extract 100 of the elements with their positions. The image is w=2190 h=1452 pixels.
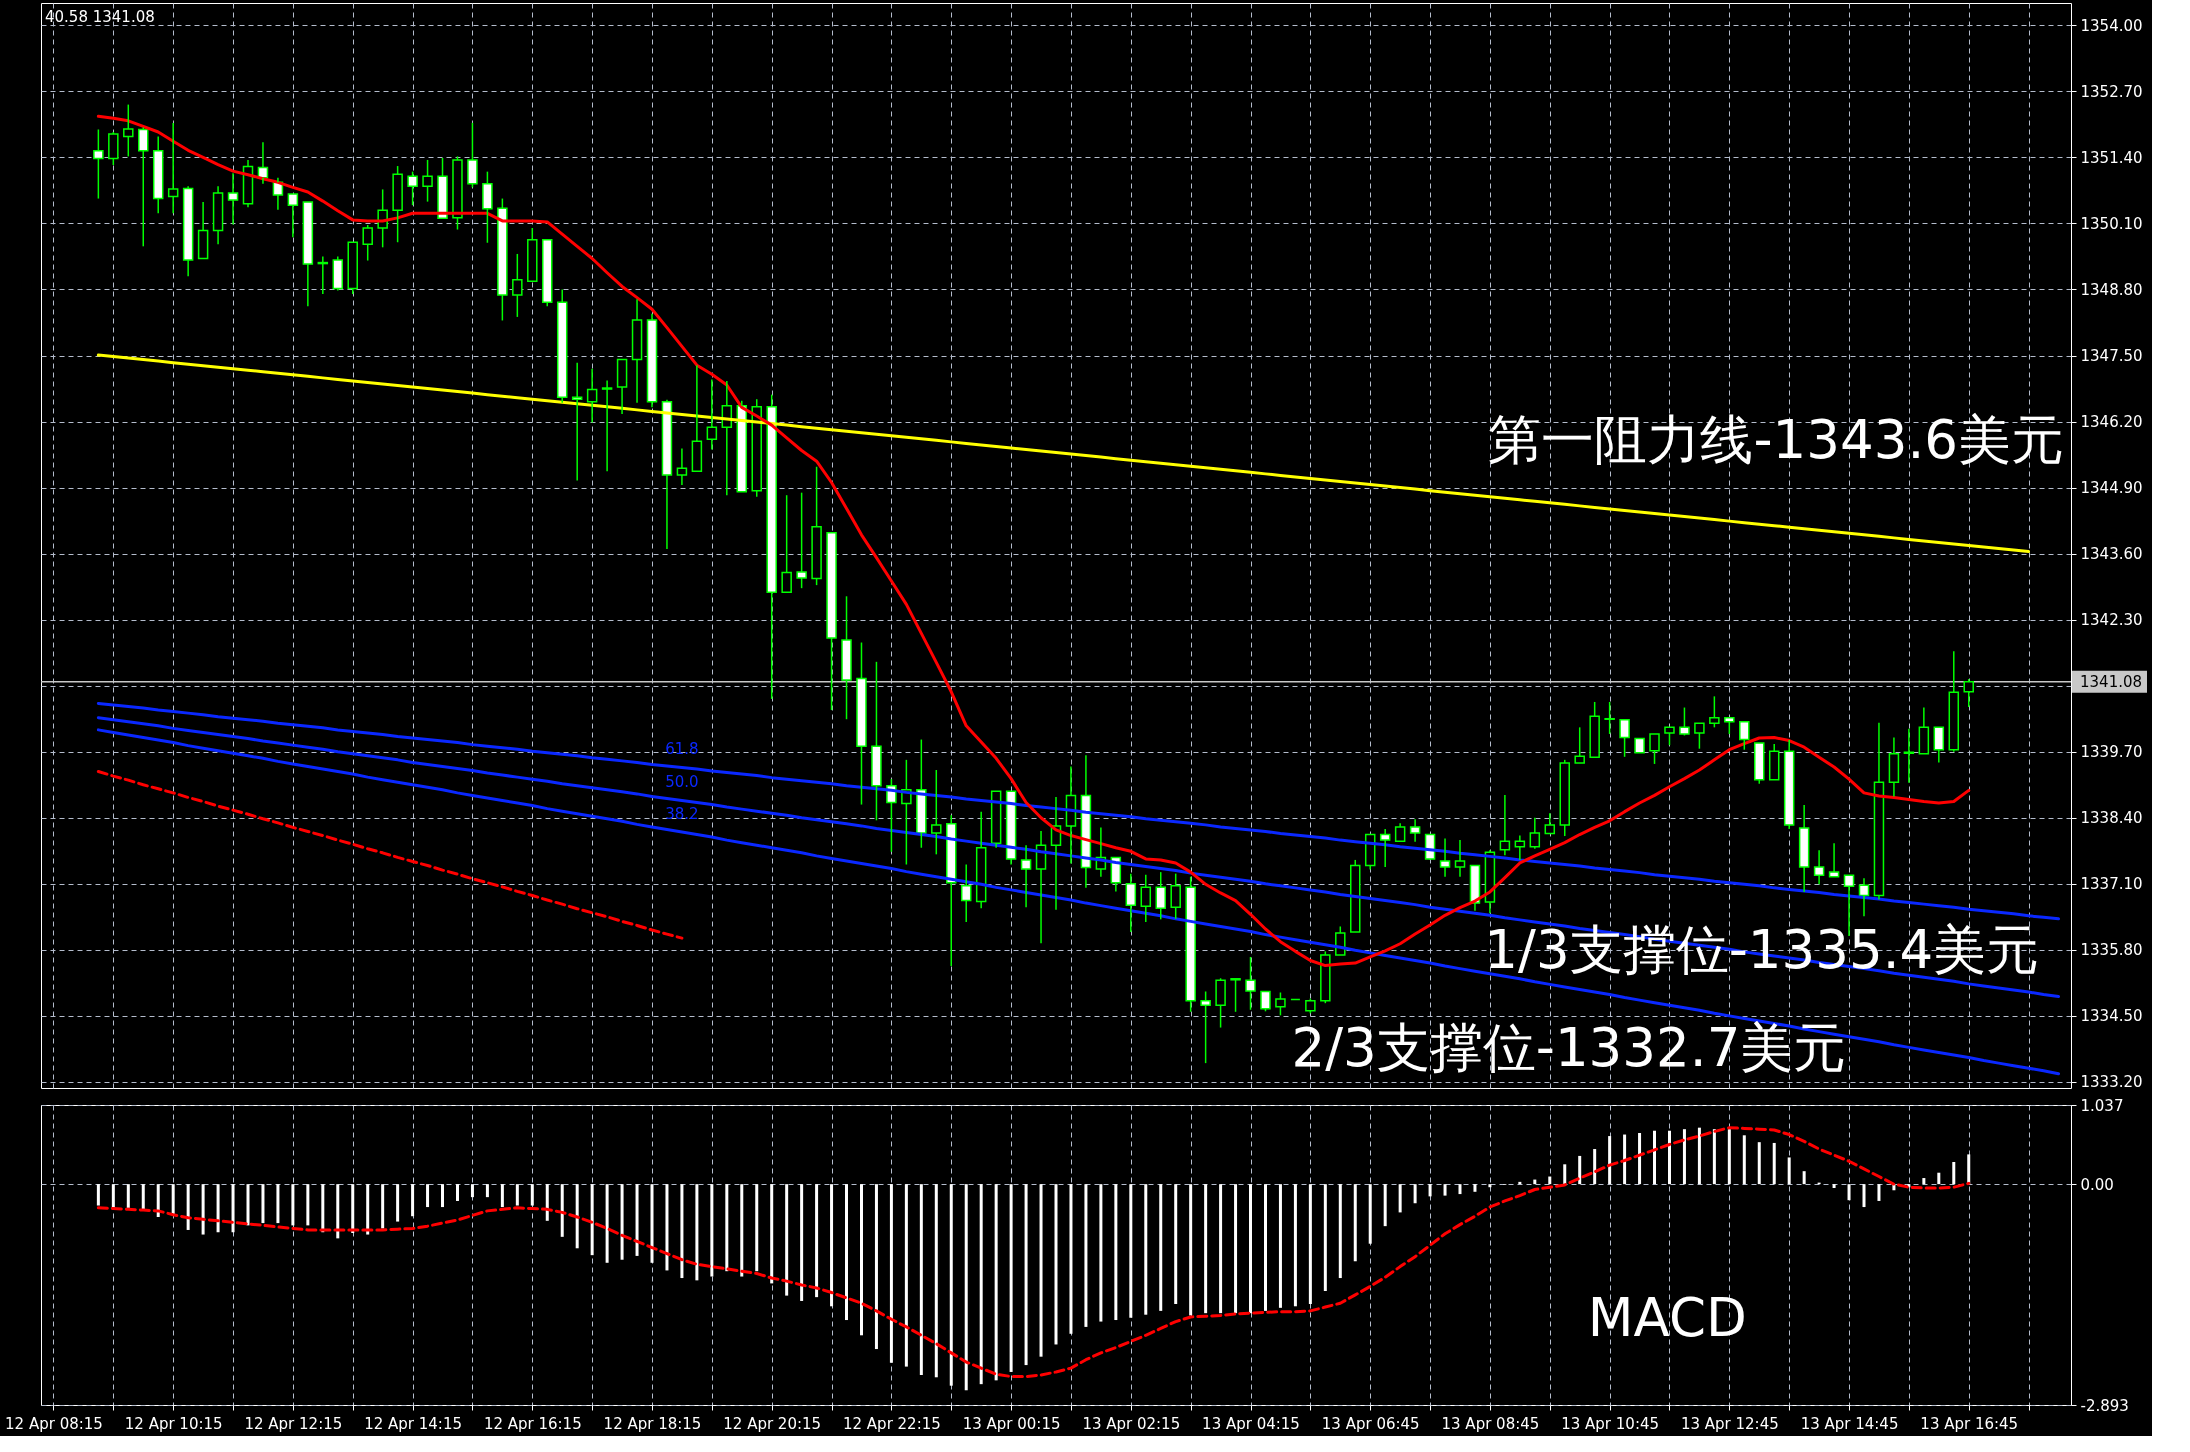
- bar: [650, 1184, 654, 1263]
- bar: [396, 1184, 400, 1222]
- bar: [845, 1184, 849, 1321]
- bar: [1039, 1184, 1043, 1357]
- x-tick-label: 12 Apr 10:15: [124, 1414, 223, 1433]
- candlestick: [1439, 837, 1451, 878]
- bar: [276, 1184, 280, 1224]
- bar: [1787, 1157, 1791, 1185]
- bar: [1742, 1135, 1746, 1185]
- x-tick-label: 12 Apr 12:15: [244, 1414, 343, 1433]
- bar: [306, 1184, 310, 1226]
- bar: [336, 1184, 340, 1239]
- bar: [1712, 1129, 1716, 1185]
- bar: [800, 1184, 804, 1301]
- bar: [1174, 1184, 1178, 1305]
- y-tick-label: 1335.80: [2080, 941, 2143, 960]
- candlestick: [1140, 873, 1152, 923]
- candlestick: [601, 379, 613, 473]
- bar: [1563, 1164, 1567, 1185]
- x-tick-label: 13 Apr 10:45: [1561, 1414, 1660, 1433]
- bar: [1772, 1142, 1776, 1185]
- series-label: 50.0: [665, 773, 699, 792]
- bar: [1338, 1184, 1342, 1279]
- bar: [1069, 1184, 1073, 1334]
- x-tick-label: 13 Apr 14:45: [1800, 1414, 1899, 1433]
- bar: [156, 1184, 160, 1217]
- bar: [560, 1184, 564, 1237]
- y-tick-label: -2.893: [2080, 1396, 2129, 1415]
- bar: [515, 1184, 519, 1206]
- bar: [1323, 1184, 1327, 1292]
- y-tick-label: 1343.60: [2080, 545, 2143, 564]
- bar: [1219, 1184, 1223, 1314]
- bar: [455, 1184, 459, 1201]
- y-tick-label: 1338.40: [2080, 809, 2143, 828]
- bar: [815, 1184, 819, 1298]
- bar: [635, 1184, 639, 1256]
- bar: [1667, 1130, 1671, 1185]
- bar: [1697, 1127, 1701, 1185]
- bar: [545, 1184, 549, 1221]
- bar: [351, 1184, 355, 1234]
- x-tick-label: 12 Apr 18:15: [603, 1414, 702, 1433]
- bar: [96, 1184, 100, 1206]
- candlestick: [1379, 828, 1391, 868]
- candlestick: [676, 447, 688, 486]
- bar: [1024, 1184, 1028, 1366]
- bar: [246, 1184, 250, 1226]
- bar: [1608, 1136, 1612, 1185]
- bar: [1204, 1184, 1208, 1314]
- bar: [1278, 1184, 1282, 1308]
- line-series: [96, 1126, 1971, 1379]
- bar: [1473, 1184, 1477, 1192]
- bar: [366, 1184, 370, 1235]
- bar: [1847, 1184, 1851, 1201]
- bar: [411, 1184, 415, 1217]
- candlestick: [1409, 818, 1421, 843]
- bar: [1877, 1184, 1881, 1201]
- bar: [710, 1184, 714, 1277]
- candlestick: [1245, 956, 1256, 1011]
- bar: [171, 1184, 175, 1214]
- bar: [1727, 1129, 1731, 1185]
- y-tick-label: 0.00: [2080, 1175, 2114, 1194]
- x-tick-label: 12 Apr 20:15: [723, 1414, 822, 1433]
- y-tick-label: 1337.10: [2080, 875, 2143, 894]
- candlestick: [93, 128, 104, 200]
- bar: [859, 1184, 863, 1336]
- candlestick: [571, 361, 583, 482]
- bar: [1293, 1184, 1297, 1307]
- bar: [186, 1184, 190, 1230]
- bar: [1368, 1184, 1372, 1244]
- bar: [830, 1184, 834, 1307]
- candlestick: [1858, 877, 1870, 918]
- bar: [1443, 1184, 1447, 1196]
- bar: [1353, 1184, 1357, 1262]
- bar: [1308, 1184, 1312, 1305]
- candlestick: [1020, 844, 1032, 908]
- y-tick-label: 1344.90: [2080, 479, 2143, 498]
- bar: [1428, 1184, 1432, 1197]
- y-tick-label: 1351.40: [2080, 148, 2143, 167]
- bar: [231, 1184, 235, 1233]
- bar: [994, 1184, 998, 1381]
- y-tick-label: 1354.00: [2080, 16, 2143, 35]
- candlestick: [1888, 736, 1900, 798]
- candlestick: [960, 863, 972, 923]
- bar: [1249, 1184, 1253, 1314]
- ref-line-label: 1341.08: [2080, 672, 2143, 691]
- bar: [1832, 1184, 1836, 1188]
- bar: [695, 1184, 699, 1281]
- x-tick-label: 12 Apr 16:15: [483, 1414, 582, 1433]
- candlestick: [1529, 817, 1541, 850]
- candlestick: [512, 253, 523, 318]
- bar: [261, 1184, 265, 1224]
- candlestick: [706, 378, 718, 451]
- bar: [1952, 1162, 1956, 1185]
- bar: [1967, 1154, 1971, 1185]
- candlestick: [931, 769, 942, 856]
- candlestick: [856, 641, 867, 806]
- bar: [470, 1184, 474, 1198]
- bar: [1189, 1184, 1193, 1316]
- candlestick: [871, 661, 882, 822]
- candlestick: [661, 398, 673, 550]
